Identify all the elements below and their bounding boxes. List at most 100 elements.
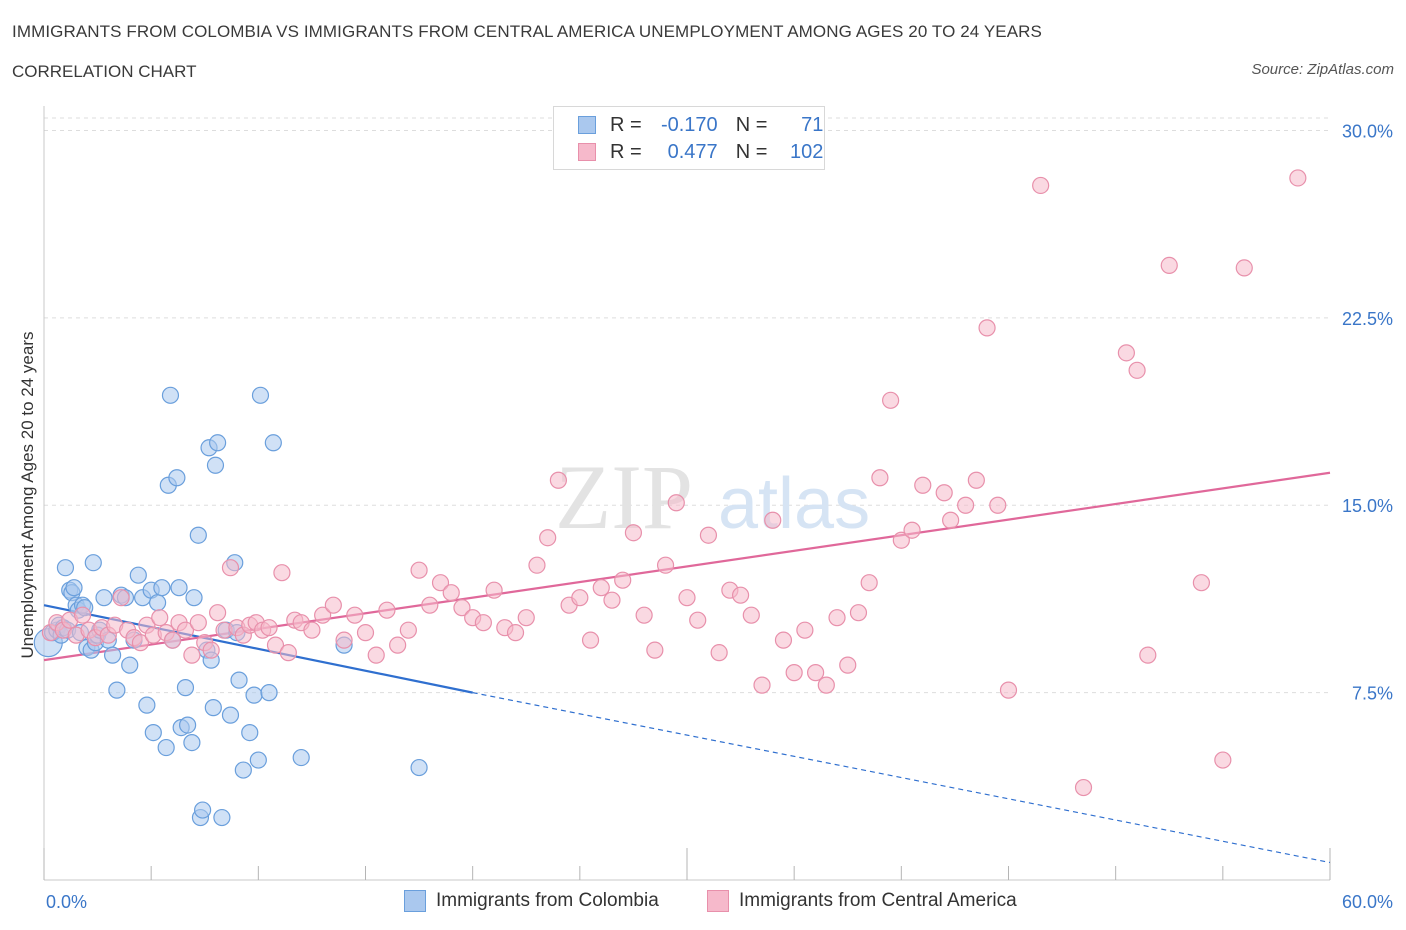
y-tick-label: 30.0% [1342,121,1393,141]
central-america-point [378,601,396,619]
chart-subtitle: CORRELATION CHART [12,62,197,81]
central-america-point [942,511,960,529]
colombia-point [185,589,203,607]
central-america-point [273,564,291,582]
central-america-point [817,676,835,694]
central-america-point [839,656,857,674]
n-value: 71 [801,113,824,136]
central-america-point [221,559,240,577]
central-america-point [967,471,985,489]
central-america-point [485,581,503,599]
n-value: 102 [790,140,824,163]
colombia-point [204,699,222,717]
central-america-point [678,589,696,607]
legend-swatch-blue [578,116,596,134]
central-america-point [1128,361,1146,379]
central-america-point [209,604,227,622]
central-america-point [539,529,557,547]
central-america-point [279,644,297,662]
central-america-point [957,496,975,514]
r-label: R = [610,140,642,163]
central-america-point [367,646,385,664]
central-america-point [266,636,285,654]
legend-item-central-america: Immigrants from Central America [707,890,1017,912]
legend-item-colombia: Immigrants from Colombia [404,890,659,912]
x-tick-label: 60.0% [1342,892,1393,912]
central-america-point [1074,778,1093,797]
central-america-point [421,596,439,614]
central-america-point [410,561,428,579]
y-tick-label: 7.5% [1352,684,1393,704]
central-america-point [753,676,771,694]
central-america-point [635,606,653,624]
central-america-point [506,624,525,642]
central-america-point [914,476,932,494]
x-tick-label: 0.0% [46,892,87,912]
colombia-point [108,681,126,699]
chart-title: IMMIGRANTS FROM COLOMBIA VS IMMIGRANTS F… [12,22,1042,41]
central-america-point [389,636,407,654]
central-america-point [164,631,182,649]
colombia-point [183,733,201,752]
central-america-point [314,606,332,624]
central-america-point [442,584,460,602]
colombia-point [161,386,180,404]
colombia-point [230,671,248,689]
central-america-point [774,631,793,649]
legend-swatch-pink [578,143,596,161]
central-america-point [260,619,278,637]
legend-swatch-blue [404,890,426,912]
colombia-point [84,554,102,572]
central-america-point [151,609,169,627]
central-america-point [624,524,643,542]
colombia-point [144,723,162,742]
colombia-point [121,656,139,674]
central-america-point [356,624,375,642]
central-america-point [689,611,707,629]
central-america-point [73,606,92,624]
central-america-point [849,604,868,622]
central-america-point [1117,344,1135,362]
central-america-point [176,621,195,639]
central-america-point [453,599,471,617]
colombia-point [129,566,147,584]
central-america-point [603,591,621,609]
y-tick-label: 22.5% [1342,309,1393,329]
colombia-point [410,758,428,777]
central-america-point [882,391,900,409]
colombia-point [56,559,75,577]
central-america-point [989,496,1007,514]
central-america-point [785,664,803,682]
n-label: N = [735,113,768,136]
central-america-point [1160,256,1178,275]
legend-swatch-pink [707,890,729,912]
central-america-point [796,621,814,639]
central-america-point [549,471,568,489]
central-america-point [571,589,589,607]
colombia-point [251,386,270,404]
central-america-point [656,556,675,574]
r-value: 0.477 [667,140,718,163]
colombia-point [138,696,156,714]
y-tick-label: 15.0% [1342,496,1393,516]
central-america-point [828,609,846,627]
n-label: N = [735,140,768,163]
central-america-point [1032,176,1050,195]
legend-label: Immigrants from Colombia [436,890,659,911]
colombia-point [249,751,267,769]
central-america-point [474,614,492,632]
correlation-legend: R = -0.170 N = 71 R = 0.477 N = 102 [553,106,825,170]
colombia-point [148,594,167,612]
colombia-point [189,526,207,544]
legend-row-colombia: R = -0.170 N = 71 [578,112,823,138]
colombia-point [179,716,197,734]
colombia-point [260,684,278,702]
central-america-point [1235,259,1253,277]
central-america-point [1289,169,1307,187]
colombia-point [153,579,171,597]
central-america-point [528,556,546,574]
colombia-point [264,434,282,452]
y-axis-label: Unemployment Among Ages 20 to 24 years [18,331,37,659]
colombia-point [221,706,240,724]
